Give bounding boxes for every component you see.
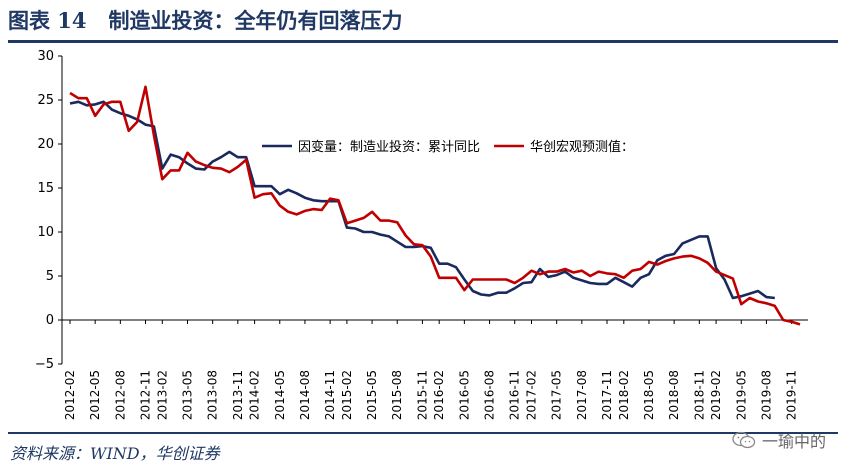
x-tick-label: 2018-02 xyxy=(617,370,631,420)
x-tick-label: 2017-02 xyxy=(524,370,538,420)
series-line-forecast xyxy=(69,85,801,326)
x-tick-label: 2013-11 xyxy=(231,370,245,420)
y-tick-label: 0 xyxy=(46,313,54,328)
chart-axes: −5 0 5 10 15 20 25 30 2012-02 2012-05 2012-08 2012-… xyxy=(35,49,808,420)
figure-label: 图表 14 xyxy=(8,8,87,33)
watermark-text: 一瑜中的 xyxy=(761,432,826,451)
x-tick-label: 2016-08 xyxy=(483,370,497,420)
x-tick-label: 2016-11 xyxy=(508,370,522,420)
x-tick-label: 2013-02 xyxy=(155,370,169,420)
footer-rule xyxy=(8,432,838,434)
x-tick-label: 2018-11 xyxy=(692,370,706,420)
legend-label-forecast: 华创宏观预测值： xyxy=(530,139,634,155)
chart-legend: 因变量：制造业投资：累计同比 华创宏观预测值： xyxy=(262,139,634,155)
x-tick-label: 2019-08 xyxy=(759,370,773,420)
y-tick-label: 20 xyxy=(37,137,54,152)
x-tick-label: 2019-11 xyxy=(785,370,799,420)
series-line-actual xyxy=(69,100,775,300)
x-tick-label: 2015-08 xyxy=(390,370,404,420)
legend-label-actual: 因变量：制造业投资：累计同比 xyxy=(298,139,480,155)
x-tick-label: 2013-08 xyxy=(206,370,220,420)
x-tick-label: 2019-05 xyxy=(734,370,748,420)
x-tick-label: 2015-11 xyxy=(415,370,429,420)
y-tick-label: 5 xyxy=(46,269,54,284)
x-tick-label: 2018-05 xyxy=(642,370,656,420)
figure-title-text: 制造业投资：全年仍有回落压力 xyxy=(108,8,403,33)
x-tick-label: 2013-05 xyxy=(180,370,194,420)
x-tick-label: 2017-11 xyxy=(600,370,614,420)
x-tick-label: 2012-02 xyxy=(63,370,77,420)
x-tick-label: 2014-05 xyxy=(273,370,287,420)
x-tick-label: 2012-05 xyxy=(88,370,102,420)
x-tick-label: 2016-05 xyxy=(457,370,471,420)
x-tick-label: 2014-11 xyxy=(323,370,337,420)
source-note: 资料来源：WIND，华创证券 xyxy=(10,444,220,463)
x-tick-label: 2019-02 xyxy=(709,370,723,420)
x-tick-label: 2017-08 xyxy=(575,370,589,420)
line-chart: −5 0 5 10 15 20 25 30 2012-02 2012-05 2012-08 2012-… xyxy=(35,49,808,420)
wechat-icon xyxy=(732,431,756,449)
x-tick-label: 2014-08 xyxy=(298,370,312,420)
x-tick-label: 2012-08 xyxy=(113,370,127,420)
x-tick-label: 2012-11 xyxy=(139,370,153,420)
x-tick-label: 2014-02 xyxy=(248,370,262,420)
figure-title: 图表 14 制造业投资：全年仍有回落压力 xyxy=(8,4,403,38)
x-tick-label: 2017-05 xyxy=(550,370,564,420)
series-layer xyxy=(69,85,801,326)
y-tick-label: 30 xyxy=(37,49,54,64)
x-tick-label: 2015-02 xyxy=(340,370,354,420)
y-tick-label: −5 xyxy=(35,357,54,372)
x-tick-label: 2018-08 xyxy=(667,370,681,420)
x-tick-label: 2016-02 xyxy=(432,370,446,420)
y-tick-label: 15 xyxy=(37,181,54,196)
watermark: 一瑜中的 xyxy=(732,428,826,452)
x-tick-label: 2015-05 xyxy=(365,370,379,420)
y-tick-label: 10 xyxy=(37,225,54,240)
title-rule xyxy=(8,40,838,43)
y-tick-label: 25 xyxy=(37,93,54,108)
